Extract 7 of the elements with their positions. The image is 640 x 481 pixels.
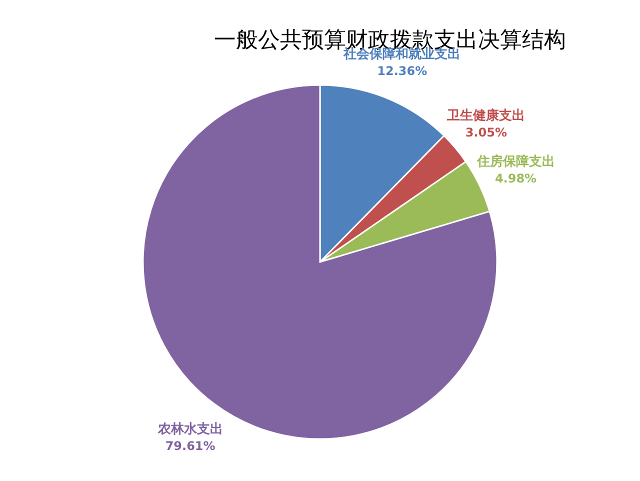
data-label: 79.61% [165,438,216,453]
slice-label: 卫生健康支出 [446,107,526,124]
slice-label: 农林水支出 [156,422,223,437]
data-label: 4.98% [494,171,537,186]
data-label: 3.05% [465,125,508,140]
data-label: 12.36% [377,64,428,78]
slice-label: 住房保障支出 [476,153,555,170]
